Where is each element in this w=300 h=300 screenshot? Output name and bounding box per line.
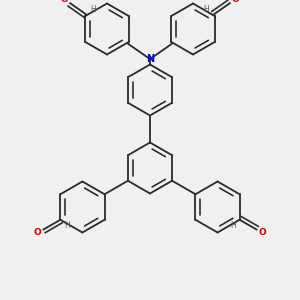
Text: H: H (91, 5, 96, 14)
Text: O: O (61, 0, 69, 4)
Text: O: O (34, 228, 42, 237)
Text: H: H (230, 221, 236, 230)
Text: O: O (231, 0, 239, 4)
Text: H: H (204, 5, 209, 14)
Text: N: N (146, 54, 154, 64)
Text: O: O (258, 228, 266, 237)
Text: H: H (64, 221, 70, 230)
